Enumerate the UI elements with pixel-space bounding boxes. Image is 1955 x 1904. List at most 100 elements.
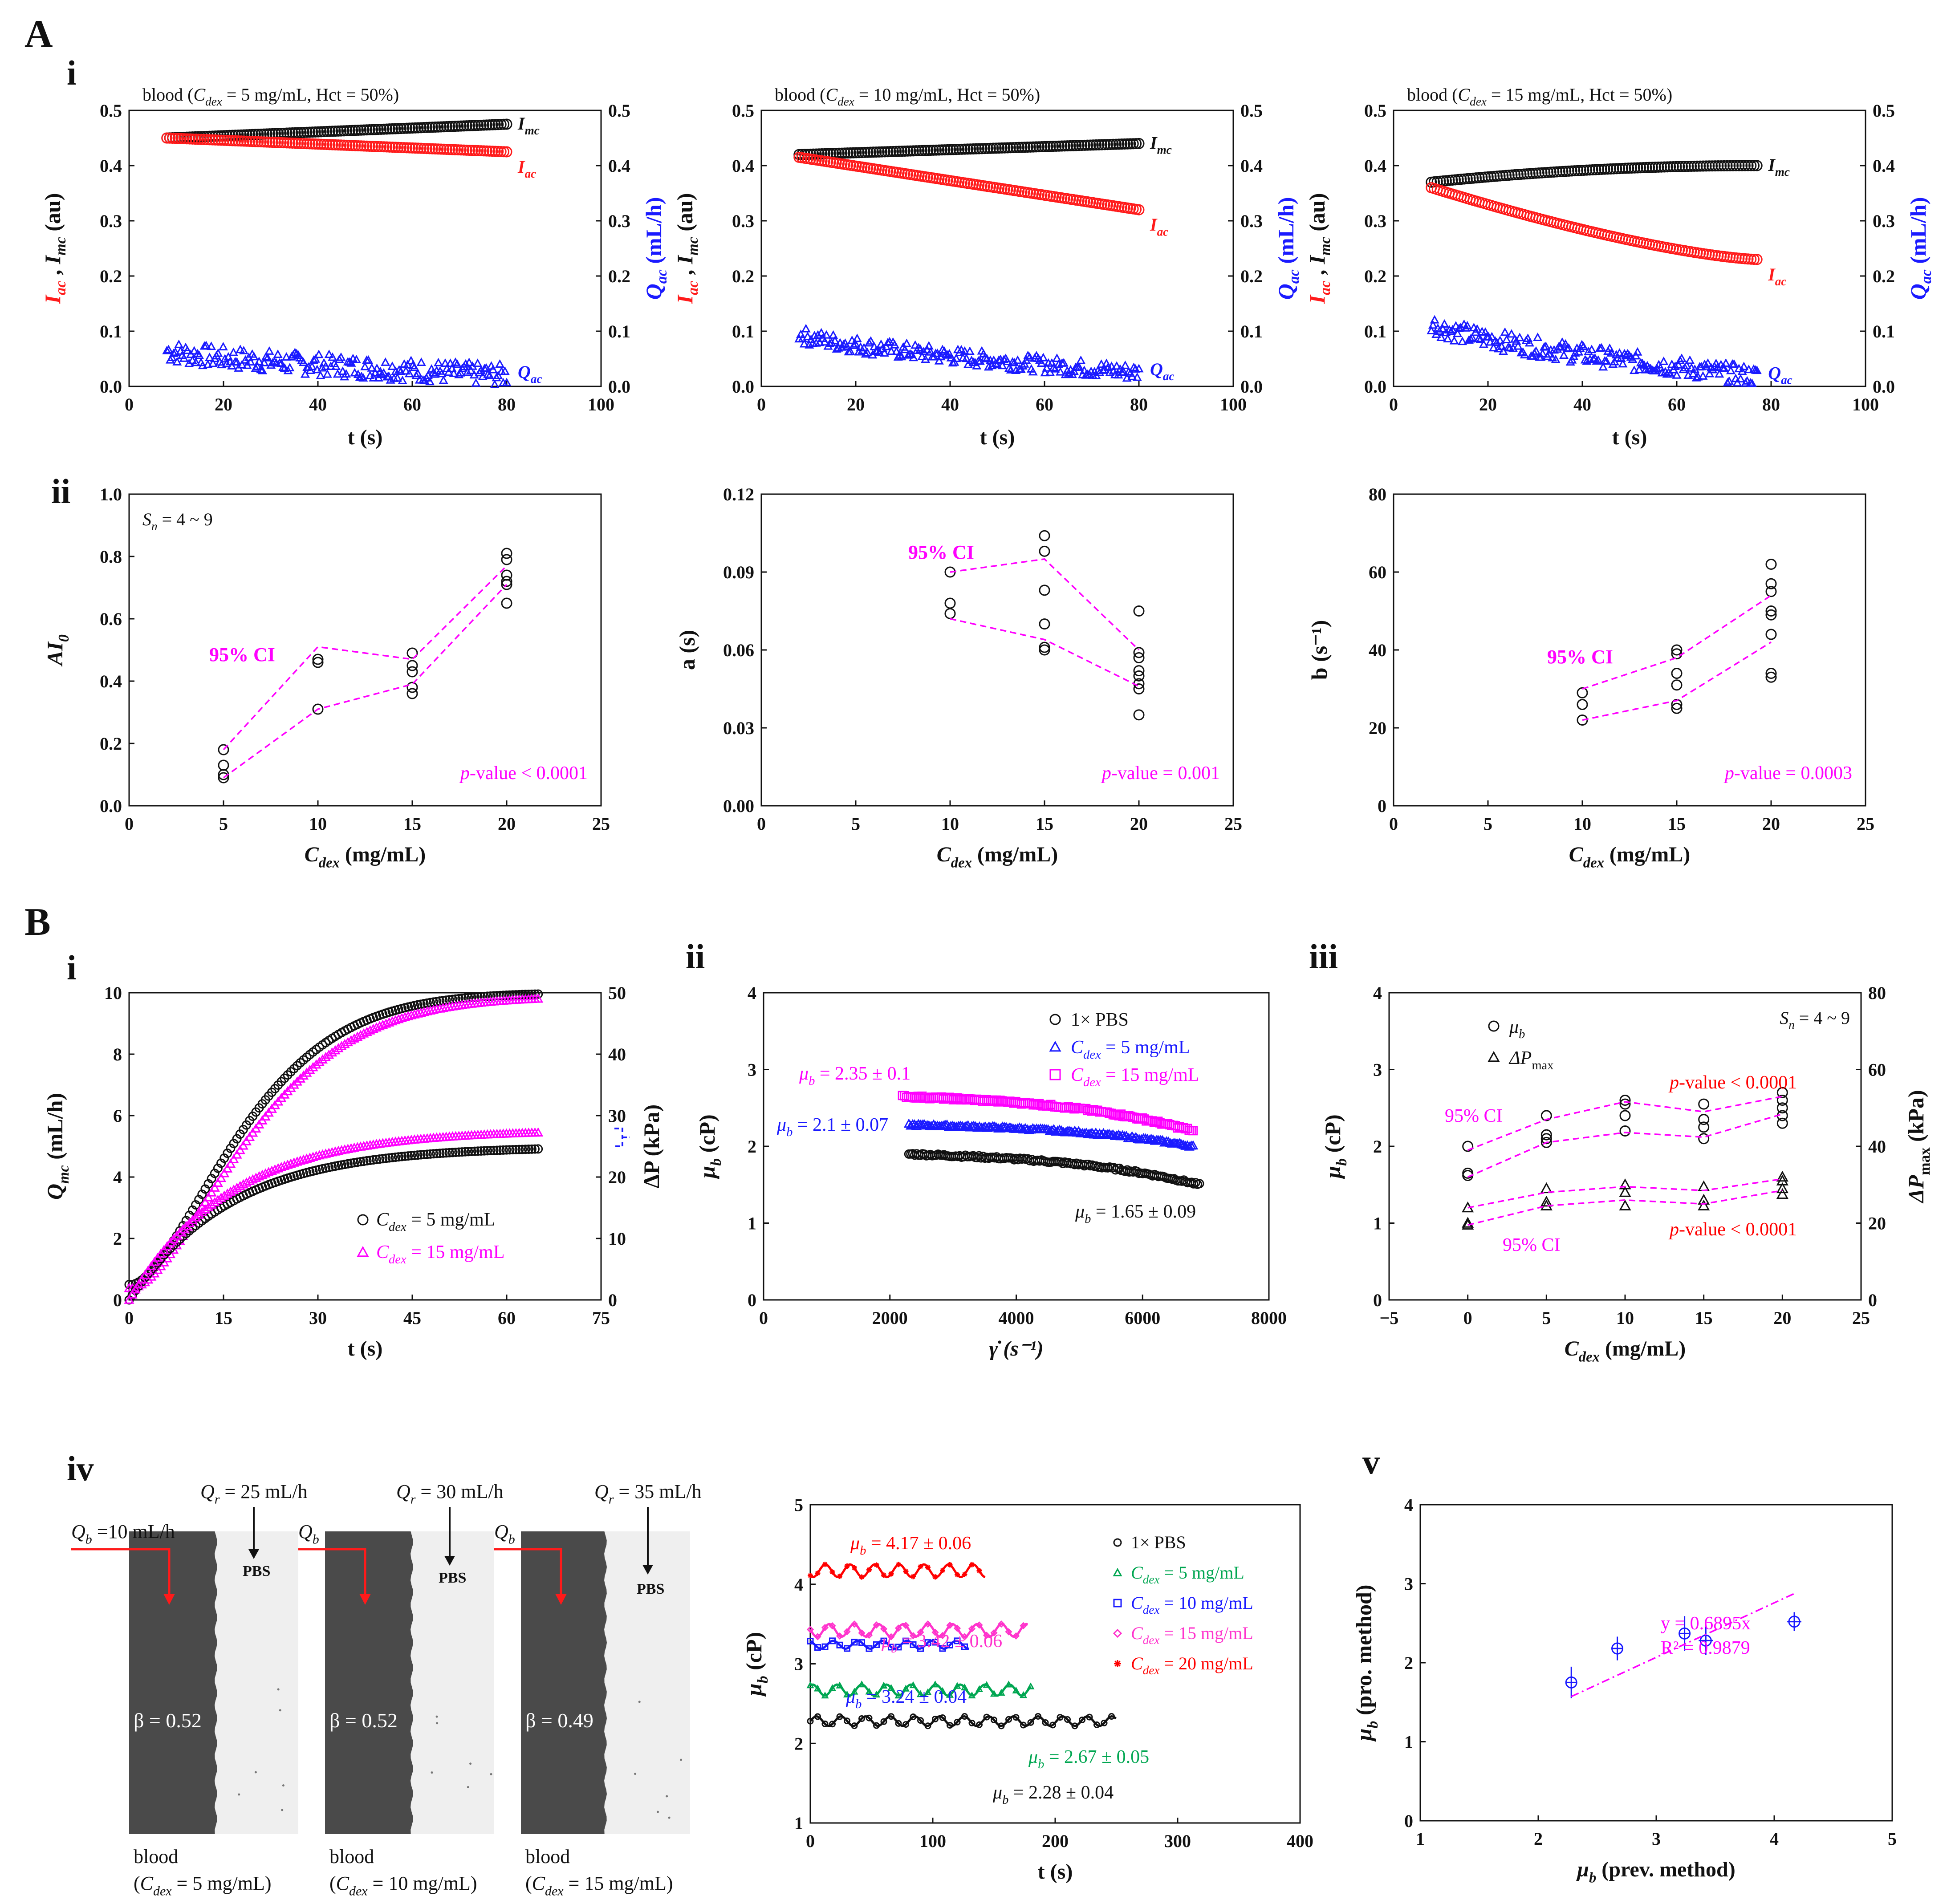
data-point-I_mc <box>309 126 321 138</box>
data-point-1 <box>1014 1122 1025 1132</box>
data-point-Q_ac <box>1698 371 1708 380</box>
data-point-I_mc <box>1016 142 1028 153</box>
data-point-3 <box>850 1620 858 1628</box>
data-point-0 <box>473 992 483 1002</box>
microfluidic-images: β = 0.52 PBS Qr = 25 mL/h Qb =10 mL/h blood (… <box>71 1481 702 1898</box>
data-point <box>944 608 956 619</box>
ci-label: 95% CI <box>1547 646 1613 668</box>
ci-label: 95% CI <box>209 644 275 666</box>
data-point-I_mc <box>1127 138 1139 150</box>
data-point-Q_ac <box>1729 359 1739 368</box>
ci-label-top: 95% CI <box>1445 1106 1503 1126</box>
data-point-0 <box>1012 1714 1020 1721</box>
plot-frame <box>128 110 602 387</box>
data-point-I_ac <box>455 144 467 156</box>
data-point-1 <box>327 1047 337 1057</box>
data-point-Q_ac <box>1467 333 1477 341</box>
data-point-1 <box>1056 1125 1067 1135</box>
data-point-I_ac <box>406 142 418 154</box>
data-point-I_mc <box>945 144 956 155</box>
data-point-I_ac <box>489 146 501 157</box>
y-axis-label: μb (cP) <box>741 1632 771 1697</box>
blood-label: blood <box>329 1846 374 1867</box>
x-axis-label: t (s) <box>1612 426 1647 449</box>
data-point-4 <box>852 1565 857 1571</box>
data-point-I_mc <box>965 143 976 155</box>
data-point-1 <box>951 1121 962 1131</box>
particle <box>467 1786 469 1788</box>
data-point-I_ac <box>333 139 344 151</box>
data-point-Q_ac <box>1655 363 1665 372</box>
data-point-0 <box>1093 1721 1100 1728</box>
data-point-mu <box>1462 1141 1474 1152</box>
data-point-I_mc <box>427 122 438 133</box>
data-point-mu <box>1698 1114 1710 1125</box>
data-point-Q_ac <box>1582 356 1592 365</box>
data-point-0 <box>844 1717 850 1725</box>
data-point-Q_ac <box>392 373 402 382</box>
data-point-I_mc <box>250 129 261 140</box>
data-point-1 <box>989 1121 1000 1131</box>
data-point-Q_ac <box>943 350 953 359</box>
data-point-I_mc <box>444 121 455 132</box>
data-point-2 <box>470 1146 480 1156</box>
data-point-2 <box>435 1149 445 1158</box>
data-point-Q_ac <box>1435 326 1444 335</box>
data-point-dp <box>1619 1199 1631 1210</box>
data-point-4 <box>844 1563 850 1569</box>
x-tick-label: 0 <box>125 814 134 834</box>
flow-arrowhead <box>248 1549 259 1559</box>
data-point-I_mc <box>333 125 344 137</box>
blood-arrowhead <box>163 1594 175 1605</box>
chart-Ai-3: 0 20 40 60 80 1000.00.10.20.30.40.50.00.10.20… <box>1305 85 1935 449</box>
data-point-Q_ac <box>490 379 500 388</box>
data-point-Q_ac <box>1739 361 1749 370</box>
plot-frame <box>1388 992 1862 1301</box>
caption-label: (Cdex = 15 mg/mL) <box>525 1872 673 1898</box>
data-point-I_mc <box>430 122 441 133</box>
data-point-1 <box>301 1067 312 1077</box>
data-point-I_mc <box>1563 165 1574 177</box>
data-point-4 <box>896 1562 901 1567</box>
x-tick-label: 0 <box>1463 1308 1472 1328</box>
y-tick-label: 0.03 <box>723 718 754 738</box>
data-point-I_mc <box>293 127 304 138</box>
data-point-2 <box>394 1152 403 1162</box>
data-point-1 <box>872 1690 881 1698</box>
flow-arrowhead <box>444 1556 455 1566</box>
data-point-0 <box>910 1713 917 1721</box>
data-point-Q_ac <box>1703 358 1713 367</box>
data-point-I_mc <box>816 148 828 160</box>
data-point-Q_ac <box>948 358 958 367</box>
data-point-0 <box>508 990 518 1000</box>
data-point-Q_ac <box>406 356 416 365</box>
data-point-I_mc <box>1548 166 1560 178</box>
data-point-Q_ac <box>897 352 906 361</box>
x-axis-label: μb (prev. method) <box>1576 1858 1735 1886</box>
data-point-Q_ac <box>992 360 1002 369</box>
data-point-Q_ac <box>859 343 869 352</box>
data-point-Q_ac <box>883 337 893 346</box>
data-point-3 <box>1005 1628 1012 1636</box>
data-point-I_mc <box>942 144 953 155</box>
data-point-I_ac <box>250 136 261 147</box>
data-point-I_mc <box>1742 160 1754 171</box>
data-point-2 <box>419 1149 429 1159</box>
data-point-0 <box>1064 1716 1071 1723</box>
data-point-I_ac <box>495 146 507 157</box>
data-point-Q_ac <box>830 336 840 345</box>
data-point-Q_ac <box>852 333 862 342</box>
data-point-dp <box>1462 1217 1474 1228</box>
series-label-I_ac: Iac <box>517 157 536 180</box>
caption-label: (Cdex = 10 mg/mL) <box>329 1872 477 1898</box>
y-tick-label: 3 <box>748 1060 756 1080</box>
data-point-I_mc <box>1581 164 1593 176</box>
series-label-I_ac: Iac <box>1150 215 1168 238</box>
data-point-Q_ac <box>290 348 300 357</box>
data-point-Q_ac <box>307 361 317 370</box>
data-point-0 <box>232 1134 242 1144</box>
data-point-I_mc <box>1013 142 1025 153</box>
data-point-3 <box>136 1274 147 1284</box>
legend-marker-1 <box>357 1246 369 1257</box>
data-point-mu <box>1698 1133 1710 1145</box>
